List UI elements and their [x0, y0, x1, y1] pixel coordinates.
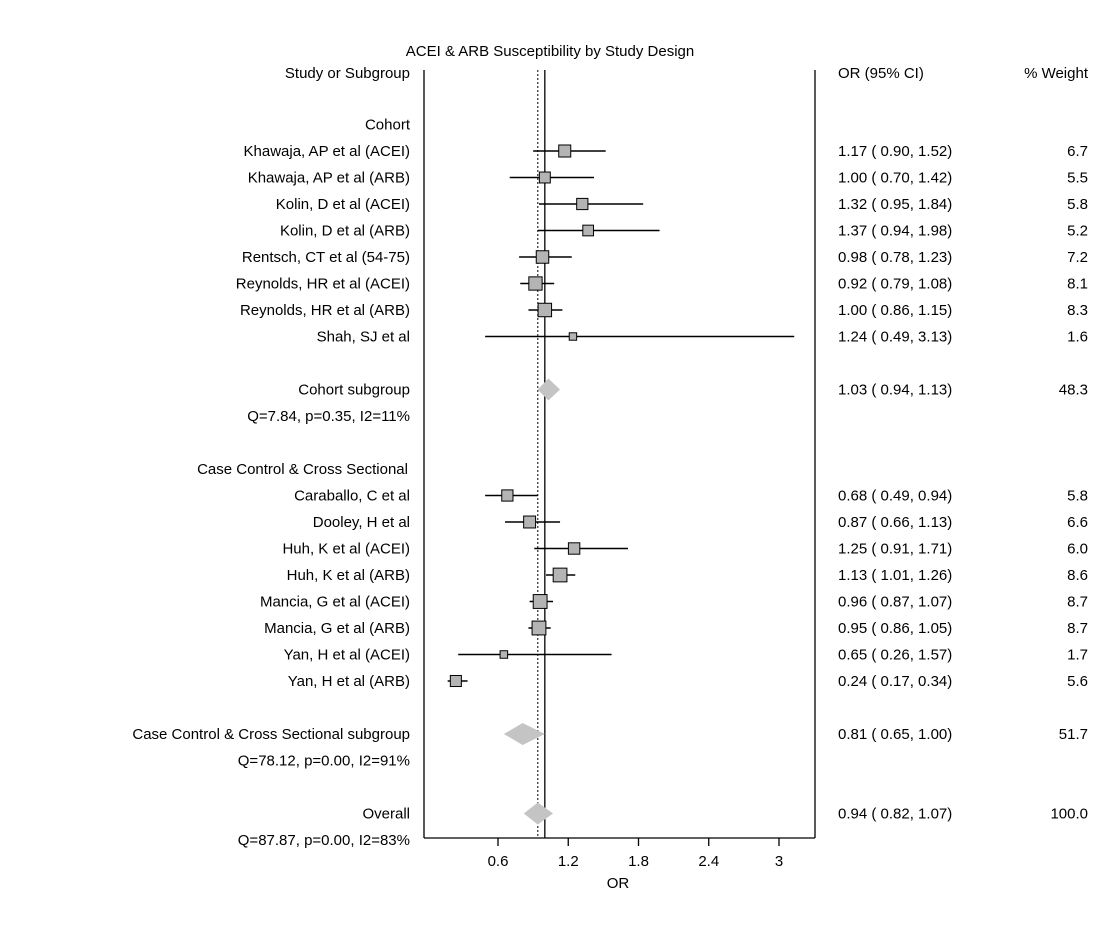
- ci-text: 0.92 ( 0.79, 1.08): [838, 276, 952, 293]
- header-study: Study or Subgroup: [285, 65, 410, 82]
- x-tick-label: 1.8: [628, 853, 649, 870]
- weight-text: 5.6: [1067, 673, 1088, 690]
- study-label: Rentsch, CT et al (54-75): [242, 249, 410, 266]
- study-label: Dooley, H et al: [313, 514, 410, 531]
- effect-box: [576, 197, 589, 211]
- ci-text: 1.03 ( 0.94, 1.13): [838, 382, 952, 399]
- ci-text: 0.98 ( 0.78, 1.23): [838, 249, 952, 266]
- effect-box: [568, 332, 578, 341]
- subgroup-label: Overall: [362, 806, 410, 823]
- study-label: Yan, H et al (ARB): [288, 673, 410, 690]
- effect-box: [532, 594, 548, 609]
- effect-box: [501, 489, 514, 502]
- ci-text: 1.00 ( 0.70, 1.42): [838, 170, 952, 187]
- effect-box: [528, 276, 543, 291]
- effect-box: [558, 144, 572, 158]
- study-label: Mancia, G et al (ARB): [264, 620, 410, 637]
- weight-text: 5.5: [1067, 170, 1088, 187]
- study-label: Khawaja, AP et al (ACEI): [244, 143, 410, 160]
- weight-text: 6.6: [1067, 514, 1088, 531]
- ci-text: 1.37 ( 0.94, 1.98): [838, 223, 952, 240]
- chart-title: ACEI & ARB Susceptibility by Study Desig…: [406, 43, 694, 60]
- effect-box: [582, 224, 594, 237]
- heterogeneity-stat: Q=87.87, p=0.00, I2=83%: [238, 832, 410, 849]
- study-label: Kolin, D et al (ACEI): [276, 196, 410, 213]
- x-tick-label: 0.6: [488, 853, 509, 870]
- ci-text: 1.00 ( 0.86, 1.15): [838, 302, 952, 319]
- weight-text: 1.6: [1067, 329, 1088, 346]
- ci-text: 0.95 ( 0.86, 1.05): [838, 620, 952, 637]
- ci-text: 0.68 ( 0.49, 0.94): [838, 488, 952, 505]
- ci-text: 1.17 ( 0.90, 1.52): [838, 143, 952, 160]
- effect-box: [449, 674, 462, 688]
- study-label: Shah, SJ et al: [317, 329, 410, 346]
- effect-box: [567, 542, 581, 555]
- subgroup-label: Cohort subgroup: [298, 382, 410, 399]
- heterogeneity-stat: Q=7.84, p=0.35, I2=11%: [247, 408, 410, 425]
- effect-box: [535, 250, 550, 264]
- weight-text: 8.3: [1067, 302, 1088, 319]
- ci-text: 1.13 ( 1.01, 1.26): [838, 567, 952, 584]
- study-label: Mancia, G et al (ACEI): [260, 594, 410, 611]
- study-label: Huh, K et al (ARB): [287, 567, 410, 584]
- heterogeneity-stat: Q=78.12, p=0.00, I2=91%: [238, 753, 410, 770]
- ci-text: 0.87 ( 0.66, 1.13): [838, 514, 952, 531]
- ci-text: 0.65 ( 0.26, 1.57): [838, 647, 952, 664]
- effect-box: [499, 650, 509, 659]
- weight-text: 5.8: [1067, 488, 1088, 505]
- x-tick-label: 1.2: [558, 853, 579, 870]
- study-label: Yan, H et al (ACEI): [284, 647, 410, 664]
- ci-text: 0.24 ( 0.17, 0.34): [838, 673, 952, 690]
- weight-text: 7.2: [1067, 249, 1088, 266]
- effect-box: [523, 515, 537, 529]
- study-label: Caraballo, C et al: [294, 488, 410, 505]
- weight-text: 8.6: [1067, 567, 1088, 584]
- subgroup-label: Case Control & Cross Sectional subgroup: [132, 726, 410, 743]
- study-label: Reynolds, HR et al (ARB): [240, 302, 410, 319]
- pooled-diamond: [523, 802, 554, 825]
- weight-text: 8.7: [1067, 620, 1088, 637]
- effect-box: [537, 302, 553, 318]
- study-label: Kolin, D et al (ARB): [280, 223, 410, 240]
- pooled-diamond: [503, 723, 545, 745]
- ci-text: 1.25 ( 0.91, 1.71): [838, 541, 952, 558]
- study-label: Huh, K et al (ACEI): [282, 541, 410, 558]
- header-ci: OR (95% CI): [838, 65, 924, 82]
- group-label: Case Control & Cross Sectional: [197, 461, 408, 478]
- ci-text: 0.94 ( 0.82, 1.07): [838, 806, 952, 823]
- x-tick-label: 3: [775, 853, 783, 870]
- pooled-diamond: [537, 378, 561, 401]
- x-axis-label: OR: [607, 875, 630, 892]
- ci-text: 1.32 ( 0.95, 1.84): [838, 196, 952, 213]
- study-label: Khawaja, AP et al (ARB): [248, 170, 410, 187]
- weight-text: 5.8: [1067, 196, 1088, 213]
- study-label: Reynolds, HR et al (ACEI): [236, 276, 410, 293]
- header-weight: % Weight: [1024, 65, 1089, 82]
- x-tick-label: 2.4: [698, 853, 719, 870]
- weight-text: 51.7: [1059, 726, 1088, 743]
- weight-text: 8.1: [1067, 276, 1088, 293]
- ci-text: 0.81 ( 0.65, 1.00): [838, 726, 952, 743]
- weight-text: 8.7: [1067, 594, 1088, 611]
- weight-text: 5.2: [1067, 223, 1088, 240]
- ci-text: 1.24 ( 0.49, 3.13): [838, 329, 952, 346]
- weight-text: 6.0: [1067, 541, 1088, 558]
- effect-box: [538, 171, 551, 184]
- weight-text: 48.3: [1059, 382, 1088, 399]
- weight-text: 100.0: [1050, 806, 1088, 823]
- weight-text: 6.7: [1067, 143, 1088, 160]
- weight-text: 1.7: [1067, 647, 1088, 664]
- effect-box: [552, 567, 568, 583]
- effect-box: [531, 620, 547, 636]
- group-label: Cohort: [365, 117, 411, 134]
- ci-text: 0.96 ( 0.87, 1.07): [838, 594, 952, 611]
